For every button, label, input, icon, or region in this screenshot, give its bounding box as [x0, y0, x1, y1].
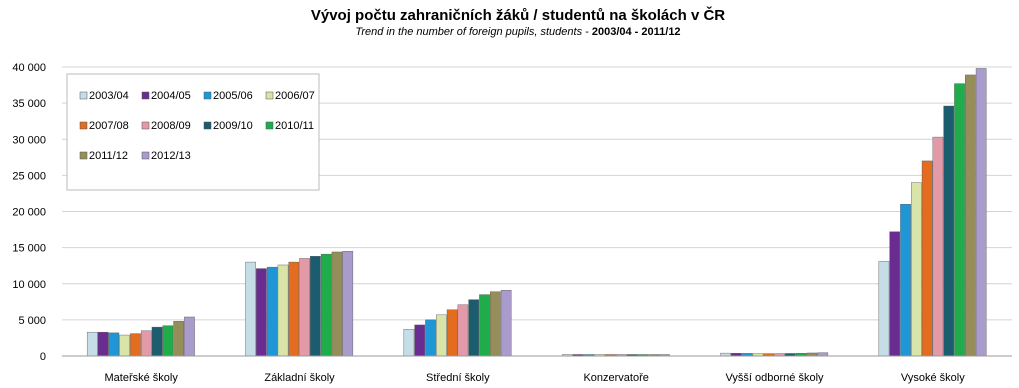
- bar: [277, 264, 289, 357]
- bar: [446, 309, 458, 357]
- y-tick-label: 15 000: [12, 243, 46, 255]
- bar: [889, 231, 901, 357]
- x-category-label: Základní školy: [264, 372, 335, 384]
- bar: [965, 74, 976, 357]
- legend-box: [66, 73, 320, 191]
- legend-label: 2006/07: [275, 90, 315, 102]
- bar: [457, 304, 469, 357]
- chart-subtitle: Trend in the number of foreign pupils, s…: [355, 26, 680, 38]
- bar: [500, 290, 512, 357]
- bar: [119, 334, 130, 357]
- legend-swatch: [265, 91, 274, 100]
- bar: [331, 251, 343, 357]
- bar: [86, 331, 98, 357]
- bar: [151, 326, 163, 357]
- bar: [921, 160, 933, 357]
- bar: [403, 329, 415, 357]
- x-category-label: Konzervatoře: [583, 372, 648, 384]
- x-category-label: Vyšší odborné školy: [725, 372, 824, 384]
- bar: [184, 316, 195, 357]
- y-tick-label: 25 000: [12, 170, 46, 182]
- bar: [288, 261, 300, 357]
- legend-swatch: [265, 121, 274, 130]
- bar: [310, 256, 321, 357]
- legend-label: 2012/13: [151, 150, 191, 162]
- bar: [468, 299, 480, 357]
- bar: [479, 294, 490, 357]
- y-tick-label: 30 000: [12, 134, 46, 146]
- legend-swatch: [141, 91, 150, 100]
- y-tick-label: 40 000: [12, 62, 46, 74]
- bar: [425, 319, 436, 357]
- legend-label: 2009/10: [213, 120, 253, 132]
- bar: [490, 291, 501, 357]
- x-axis: Mateřské školy Základní školy Střední škol…: [62, 355, 1012, 384]
- legend-label: 2007/08: [89, 120, 129, 132]
- y-axis: 0 5 000 10 000 15 000 20 000 25 000 30 000 35 0…: [12, 62, 46, 363]
- bar: [911, 182, 922, 357]
- y-tick-label: 0: [40, 351, 46, 363]
- y-tick-label: 35 000: [12, 98, 46, 110]
- legend-swatch: [203, 121, 212, 130]
- legend-swatch: [203, 91, 212, 100]
- bar: [975, 68, 987, 357]
- legend-swatch: [79, 91, 88, 100]
- bar: [436, 314, 447, 357]
- bar: [943, 105, 955, 357]
- x-category-label: Vysoké školy: [901, 372, 965, 384]
- x-category-label: Střední školy: [426, 372, 490, 384]
- bar: [173, 321, 184, 357]
- legend-swatch: [79, 151, 88, 160]
- y-tick-label: 20 000: [12, 207, 46, 219]
- bar: [878, 261, 890, 357]
- bar: [932, 136, 944, 357]
- legend-label: 2003/04: [89, 90, 129, 102]
- bar: [954, 83, 965, 357]
- bar: [108, 332, 120, 357]
- legend-label: 2005/06: [213, 90, 253, 102]
- legend-label: 2011/12: [89, 150, 128, 162]
- chart-subtitle-text: Trend in the number of foreign pupils, s…: [355, 26, 591, 38]
- legend-swatch: [141, 151, 150, 160]
- bar: [245, 261, 256, 357]
- legend-swatch: [141, 121, 150, 130]
- legend: 2003/04 2004/05 2005/06 2006/07 2007/08 2008/…: [66, 73, 320, 191]
- legend-label: 2010/11: [275, 120, 314, 132]
- bar: [266, 266, 278, 357]
- y-tick-label: 10 000: [12, 279, 46, 291]
- bar: [900, 204, 911, 357]
- bar: [299, 258, 310, 357]
- bar: [342, 251, 354, 357]
- bar: [130, 333, 141, 357]
- legend-swatch: [79, 121, 88, 130]
- chart-title: Vývoj počtu zahraničních žáků / studentů…: [311, 6, 725, 24]
- legend-label: 2004/05: [151, 90, 191, 102]
- legend-label: 2008/09: [151, 120, 191, 132]
- y-tick-label: 5 000: [18, 315, 46, 327]
- chart-subtitle-period: 2003/04 - 2011/12: [592, 26, 681, 38]
- bar: [414, 324, 426, 357]
- bars: [86, 68, 987, 357]
- bar: [320, 253, 332, 357]
- bar: [140, 330, 152, 357]
- bar: [256, 268, 267, 357]
- bar: [162, 325, 174, 357]
- bar: [97, 331, 109, 357]
- x-category-label: Mateřské školy: [104, 372, 178, 384]
